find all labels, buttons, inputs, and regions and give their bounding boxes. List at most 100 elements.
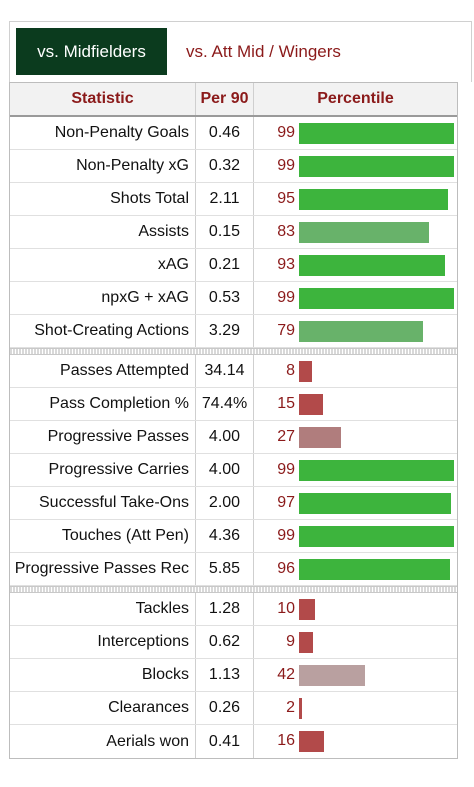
percentile-number: 15	[277, 395, 295, 412]
header-per90[interactable]: Per 90	[196, 83, 254, 115]
percentile-cell: 9	[254, 626, 457, 658]
percentile-number: 99	[277, 461, 295, 478]
cropped-top-heading	[0, 0, 474, 8]
table-row: Interceptions 0.62 9	[10, 626, 457, 659]
percentile-number: 16	[277, 732, 295, 749]
stat-name: Tackles	[10, 593, 196, 625]
percentile-bar-track	[299, 599, 456, 620]
percentile-bar-track	[299, 698, 456, 719]
table-row: Blocks 1.13 42	[10, 659, 457, 692]
percentile-bar-track	[299, 493, 456, 514]
percentile-cell: 95	[254, 183, 457, 215]
percentile-bar-track	[299, 321, 456, 342]
stat-name: xAG	[10, 249, 196, 281]
percentile-cell: 93	[254, 249, 457, 281]
percentile-bar	[299, 222, 429, 243]
percentile-bar	[299, 698, 302, 719]
stat-name: Progressive Passes	[10, 421, 196, 453]
percentile-cell: 99	[254, 520, 457, 552]
percentile-cell: 10	[254, 593, 457, 625]
percentile-cell: 16	[254, 725, 457, 758]
per90-value: 0.26	[196, 692, 254, 724]
per90-value: 0.62	[196, 626, 254, 658]
percentile-cell: 83	[254, 216, 457, 248]
percentile-cell: 96	[254, 553, 457, 585]
per90-value: 4.00	[196, 454, 254, 486]
tab-vs-att-mid-wingers[interactable]: vs. Att Mid / Wingers	[186, 41, 341, 61]
header-statistic[interactable]: Statistic	[10, 83, 196, 115]
percentile-bar-track	[299, 288, 456, 309]
comparison-tabs: vs. Midfielders vs. Att Mid / Wingers	[9, 21, 472, 82]
stat-name: Clearances	[10, 692, 196, 724]
table-row: xAG 0.21 93	[10, 249, 457, 282]
table-row: Pass Completion % 74.4% 15	[10, 388, 457, 421]
group-divider	[10, 348, 457, 355]
stat-name: Shots Total	[10, 183, 196, 215]
percentile-bar-track	[299, 123, 456, 144]
percentile-cell: 79	[254, 315, 457, 347]
percentile-table: Statistic Per 90 Percentile Non-Penalty …	[9, 82, 458, 759]
per90-value: 4.36	[196, 520, 254, 552]
percentile-bar	[299, 460, 454, 481]
percentile-number: 8	[286, 362, 295, 379]
stat-name: Passes Attempted	[10, 355, 196, 387]
table-row: npxG + xAG 0.53 99	[10, 282, 457, 315]
table-row: Clearances 0.26 2	[10, 692, 457, 725]
percentile-number: 99	[277, 124, 295, 141]
table-row: Non-Penalty Goals 0.46 99	[10, 117, 457, 150]
per90-value: 0.21	[196, 249, 254, 281]
percentile-bar	[299, 632, 313, 653]
table-row: Progressive Carries 4.00 99	[10, 454, 457, 487]
percentile-bar	[299, 255, 445, 276]
percentile-cell: 99	[254, 282, 457, 314]
percentile-bar	[299, 427, 341, 448]
percentile-cell: 27	[254, 421, 457, 453]
per90-value: 4.00	[196, 421, 254, 453]
stat-name: Pass Completion %	[10, 388, 196, 420]
percentile-number: 42	[277, 666, 295, 683]
table-row: Shot-Creating Actions 3.29 79	[10, 315, 457, 348]
percentile-bar	[299, 559, 450, 580]
tab-vs-midfielders[interactable]: vs. Midfielders	[16, 28, 167, 75]
per90-value: 0.41	[196, 725, 254, 758]
stat-name: Blocks	[10, 659, 196, 691]
percentile-bar-track	[299, 361, 456, 382]
percentile-bar	[299, 321, 423, 342]
percentile-bar-track	[299, 526, 456, 547]
percentile-number: 79	[277, 322, 295, 339]
percentile-number: 99	[277, 157, 295, 174]
percentile-bar-track	[299, 559, 456, 580]
percentile-number: 83	[277, 223, 295, 240]
table-row: Tackles 1.28 10	[10, 593, 457, 626]
table-row: Passes Attempted 34.14 8	[10, 355, 457, 388]
percentile-number: 99	[277, 289, 295, 306]
percentile-number: 99	[277, 527, 295, 544]
stat-name: Non-Penalty Goals	[10, 117, 196, 149]
table-row: Assists 0.15 83	[10, 216, 457, 249]
percentile-bar-track	[299, 189, 456, 210]
per90-value: 5.85	[196, 553, 254, 585]
stat-name: Aerials won	[10, 725, 196, 758]
percentile-bar-track	[299, 632, 456, 653]
header-percentile[interactable]: Percentile	[317, 90, 394, 107]
per90-value: 0.46	[196, 117, 254, 149]
percentile-number: 97	[277, 494, 295, 511]
percentile-bar-track	[299, 731, 456, 752]
percentile-bar-track	[299, 156, 456, 177]
per90-value: 0.53	[196, 282, 254, 314]
per90-value: 0.32	[196, 150, 254, 182]
stat-name: npxG + xAG	[10, 282, 196, 314]
per90-value: 2.11	[196, 183, 254, 215]
stat-name: Shot-Creating Actions	[10, 315, 196, 347]
percentile-bar-track	[299, 255, 456, 276]
percentile-number: 2	[286, 699, 295, 716]
percentile-cell: 15	[254, 388, 457, 420]
stat-name: Assists	[10, 216, 196, 248]
per90-value: 0.15	[196, 216, 254, 248]
percentile-bar-track	[299, 427, 456, 448]
percentile-bar	[299, 288, 454, 309]
percentile-cell: 99	[254, 117, 457, 149]
per90-value: 34.14	[196, 355, 254, 387]
per90-value: 3.29	[196, 315, 254, 347]
table-row: Aerials won 0.41 16	[10, 725, 457, 758]
